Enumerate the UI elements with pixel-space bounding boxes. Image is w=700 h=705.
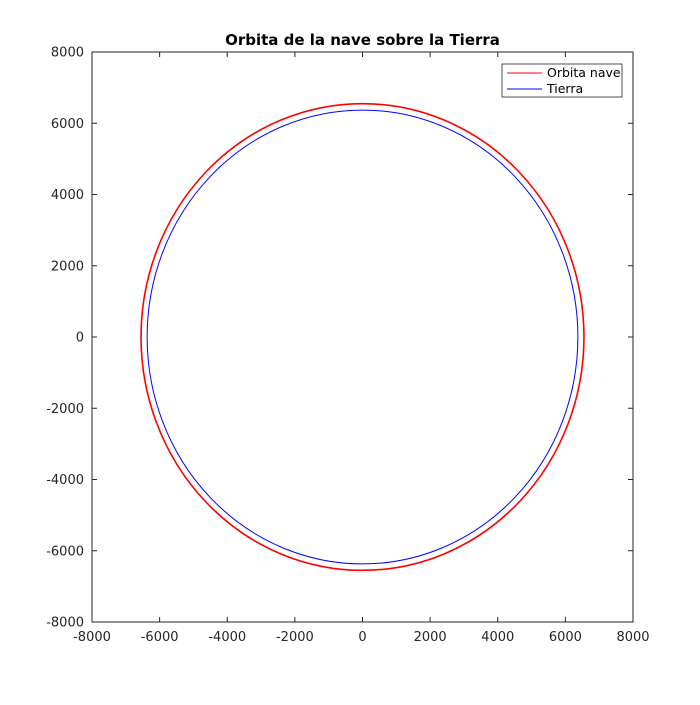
x-tick-label: -6000 — [141, 630, 179, 645]
y-tick-label: -8000 — [46, 616, 84, 631]
x-tick-label: 0 — [358, 630, 366, 645]
series-layer — [140, 102, 585, 572]
y-tick-label: 0 — [76, 331, 84, 346]
y-tick-label: 4000 — [51, 188, 84, 203]
series-orbita-nave — [140, 102, 585, 572]
chart-title: Orbita de la nave sobre la Tierra — [225, 31, 500, 49]
legend-label-tierra: Tierra — [546, 81, 583, 96]
y-tick-label: 8000 — [51, 46, 84, 61]
y-tick-label: 6000 — [51, 117, 84, 132]
y-tick-label: -2000 — [46, 402, 84, 417]
y-tick-label: -6000 — [46, 544, 84, 559]
ticks-layer — [91, 51, 634, 623]
series-tierra — [146, 109, 579, 565]
x-tick-label: 2000 — [414, 630, 447, 645]
x-tick-label: 8000 — [616, 630, 649, 645]
legend-label-orbita-nave: Orbita nave — [547, 65, 621, 80]
x-tick-label: -2000 — [276, 630, 314, 645]
y-tick-label: 2000 — [51, 259, 84, 274]
legend-box — [501, 63, 623, 98]
x-tick-label: -4000 — [208, 630, 246, 645]
y-tick-label: -4000 — [46, 473, 84, 488]
x-tick-label: -8000 — [73, 630, 111, 645]
x-tick-label: 6000 — [549, 630, 582, 645]
x-tick-label: 4000 — [481, 630, 514, 645]
plot-area — [92, 52, 633, 622]
legend: Orbita nave Tierra — [501, 63, 623, 98]
tick-labels-layer: -8000 -6000 -4000 -2000 0 2000 4000 6000 8000 800… — [46, 46, 649, 646]
